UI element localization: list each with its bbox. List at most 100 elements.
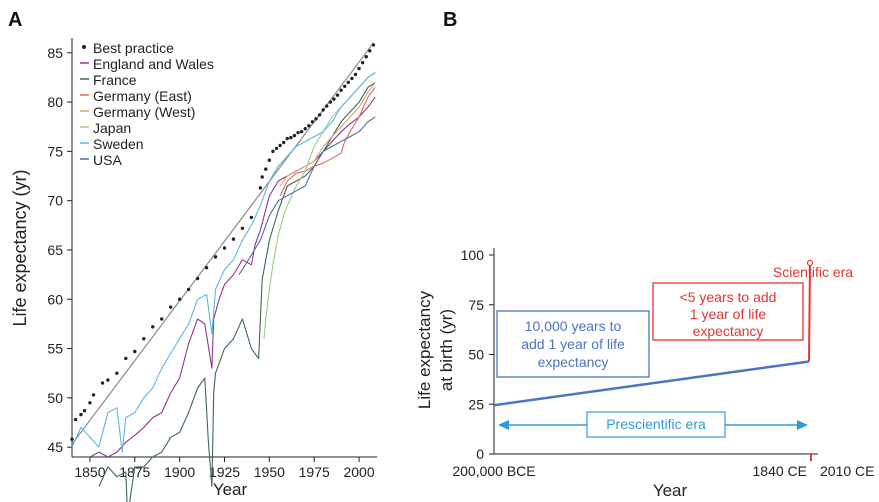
chart-a-y-tick-label: 80 bbox=[47, 94, 63, 110]
best-practice-point bbox=[168, 305, 173, 309]
prescientific-era-arrowhead-left bbox=[498, 420, 509, 430]
legend-label-best-practice: Best practice bbox=[93, 40, 174, 56]
best-practice-point bbox=[177, 297, 182, 301]
best-practice-point bbox=[222, 246, 227, 250]
chart-b-y-tick-label: 100 bbox=[461, 247, 485, 263]
chart-a-x-tick-label: 1950 bbox=[254, 464, 285, 480]
best-practice-point bbox=[339, 88, 343, 92]
chart-a-x-tick-label: 1900 bbox=[164, 464, 195, 480]
chart-a-y-tick-label: 70 bbox=[47, 193, 63, 209]
best-practice-point bbox=[186, 287, 191, 292]
best-practice-point bbox=[231, 237, 236, 241]
best-practice-point bbox=[213, 255, 218, 259]
best-practice-point bbox=[264, 167, 268, 171]
series-line-germany-west bbox=[279, 82, 376, 187]
series-line-germany-east bbox=[279, 86, 376, 196]
annotation-prescientific-era-line: Prescientific era bbox=[606, 416, 706, 432]
best-practice-point bbox=[282, 140, 286, 145]
chart-a-x-tick-label: 1925 bbox=[209, 464, 240, 480]
prescientific-era-arrowhead-right bbox=[797, 420, 808, 430]
best-practice-point bbox=[278, 143, 282, 148]
chart-b-x-tick-label: 1840 CE bbox=[753, 463, 807, 479]
chart-a-y-tick-label: 65 bbox=[47, 242, 63, 258]
best-practice-point bbox=[267, 158, 272, 162]
best-practice-point bbox=[73, 417, 78, 422]
chart-b-y-tick-label: 50 bbox=[468, 347, 484, 363]
series-line-usa bbox=[238, 116, 376, 275]
annotation-scientific-box-line: expectancy bbox=[693, 323, 764, 339]
best-practice-point bbox=[79, 412, 83, 417]
prescientific-era-box bbox=[586, 411, 726, 438]
chart-b-y-tick-label: 0 bbox=[476, 446, 484, 462]
legend-label-usa: USA bbox=[93, 152, 122, 168]
chart-b-series bbox=[493, 259, 814, 407]
best-practice-point bbox=[260, 175, 264, 179]
best-practice-point bbox=[271, 149, 275, 154]
annotation-prescientific-box-line: add 1 year of life bbox=[521, 336, 625, 352]
chart-a-y-tick-label: 75 bbox=[47, 143, 63, 159]
best-practice-point bbox=[91, 393, 96, 397]
legend-marker-best-practice bbox=[82, 45, 86, 49]
annotation-prescientific-box-line: 10,000 years to bbox=[525, 318, 622, 334]
best-practice-point bbox=[195, 276, 200, 281]
best-practice-point bbox=[310, 120, 315, 124]
scientific-annotation-box bbox=[652, 282, 804, 341]
best-practice-point bbox=[249, 215, 254, 220]
chart-a-y-tick-label: 50 bbox=[47, 390, 63, 406]
chart-a-x-tick-label: 1975 bbox=[299, 464, 330, 480]
chart-a-y-tick-label: 45 bbox=[47, 439, 63, 455]
best-practice-point bbox=[151, 325, 155, 329]
best-practice-point bbox=[88, 401, 92, 405]
panel-label-b: B bbox=[443, 9, 457, 31]
chart-a-x-tick-label: 1875 bbox=[119, 464, 150, 480]
prescientific-trend-line bbox=[493, 360, 810, 407]
chart-a-y-tick-label: 55 bbox=[47, 341, 63, 357]
best-practice-point bbox=[371, 43, 376, 47]
best-practice-point bbox=[106, 378, 110, 382]
chart-b-y-axis-label: Life expectancy at birth (yr) bbox=[415, 290, 456, 409]
best-practice-point bbox=[335, 93, 340, 97]
legend-label-france: France bbox=[93, 72, 137, 88]
best-practice-point bbox=[292, 133, 297, 138]
scientific-trend-line bbox=[808, 262, 811, 362]
best-practice-point bbox=[328, 100, 333, 104]
chart-b-ticks: 0 25 50 75 100 200,000 BCE 1840 CE 2010 CE bbox=[452, 247, 874, 479]
best-practice-point bbox=[258, 186, 263, 190]
best-practice-point bbox=[274, 146, 279, 151]
best-practice-point bbox=[133, 349, 137, 354]
best-practice-point bbox=[124, 356, 128, 361]
best-practice-point bbox=[82, 408, 87, 413]
best-practice-point bbox=[325, 104, 329, 108]
best-practice-point bbox=[357, 66, 361, 71]
best-practice-point bbox=[296, 130, 300, 135]
chart-a-y-tick-label: 85 bbox=[47, 45, 63, 61]
best-practice-point bbox=[321, 108, 325, 112]
best-practice-point bbox=[307, 124, 311, 128]
best-practice-point bbox=[299, 129, 304, 134]
chart-b-y-tick-label: 25 bbox=[468, 396, 484, 412]
best-practice-point bbox=[360, 60, 365, 65]
best-practice-point bbox=[317, 113, 322, 117]
best-practice-point bbox=[204, 266, 209, 270]
prescientific-annotation-box bbox=[496, 310, 650, 378]
legend-label-germany-east: Germany (East) bbox=[93, 88, 192, 104]
annotation-scientific-era-line: Scientific era bbox=[773, 264, 853, 280]
panel-label-a: A bbox=[8, 9, 22, 31]
legend-label-germany-west: Germany (West) bbox=[93, 104, 195, 120]
chart-b-x-tick-label: 200,000 BCE bbox=[452, 463, 535, 479]
annotation-scientific-box-line: 1 year of life bbox=[690, 306, 766, 322]
legend-label-sweden: Sweden bbox=[93, 136, 144, 152]
chart-a: 1850 1875 1900 1925 1950 1975 2000 45 50 55 60 65 70… bbox=[10, 38, 377, 502]
chart-a-best-practice-points bbox=[70, 43, 376, 441]
best-practice-point bbox=[346, 80, 350, 85]
series-line-sweden bbox=[71, 72, 376, 453]
chart-a-y-tick-label: 60 bbox=[47, 291, 63, 307]
legend-label-japan: Japan bbox=[93, 120, 131, 136]
best-practice-point bbox=[368, 49, 372, 53]
chart-a-x-axis-label: Year bbox=[213, 480, 248, 499]
best-practice-point bbox=[115, 371, 119, 375]
legend-label-england-and-wales: England and Wales bbox=[93, 56, 214, 72]
